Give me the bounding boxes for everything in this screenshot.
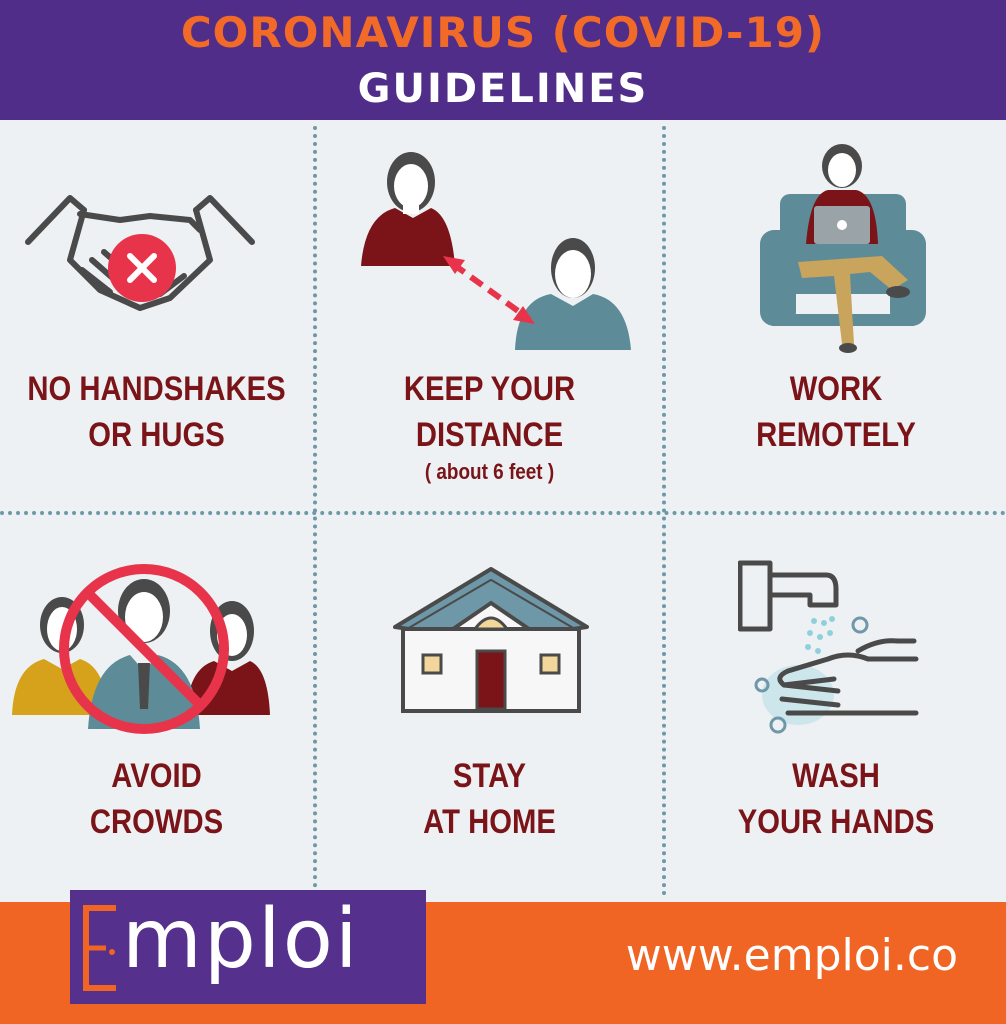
caption-line-2: OR HUGS bbox=[88, 416, 225, 454]
guideline-caption: NO HANDSHAKES OR HUGS bbox=[22, 366, 291, 458]
guideline-wash-hands: WASH YOUR HANDS bbox=[666, 515, 1006, 905]
guideline-keep-distance: KEEP YOUR DISTANCE ( about 6 feet ) bbox=[317, 120, 662, 510]
guideline-stay-at-home: STAY AT HOME bbox=[317, 515, 662, 905]
guideline-work-remotely: WORK REMOTELY bbox=[666, 120, 1006, 510]
caption-line-2: DISTANCE bbox=[415, 416, 564, 454]
caption-line-2: AT HOME bbox=[423, 803, 556, 841]
emploi-logo[interactable]: mploi bbox=[70, 890, 426, 1004]
guideline-caption: AVOID CROWDS bbox=[22, 753, 291, 845]
work-remotely-icon bbox=[760, 144, 926, 353]
house-icon bbox=[393, 567, 589, 713]
distance-icon bbox=[361, 152, 631, 350]
caption-line-1: NO HANDSHAKES bbox=[27, 370, 286, 408]
guideline-no-handshakes: NO HANDSHAKES OR HUGS bbox=[0, 120, 313, 510]
hand-washing-icon bbox=[738, 560, 919, 734]
caption-line-1: AVOID bbox=[111, 757, 202, 795]
website-link[interactable]: www.emploi.co bbox=[625, 930, 958, 981]
caption-note: ( about 6 feet ) bbox=[424, 459, 555, 484]
no-handshake-icon bbox=[25, 195, 255, 311]
caption-line-1: STAY bbox=[452, 757, 527, 795]
caption-line-1: WASH bbox=[792, 757, 880, 795]
logo-e-door-icon bbox=[83, 905, 116, 991]
caption-line-1: KEEP YOUR bbox=[403, 370, 576, 408]
guideline-caption: WORK REMOTELY bbox=[690, 366, 982, 458]
guideline-avoid-crowds: AVOID CROWDS bbox=[0, 515, 313, 905]
page-subtitle: GUIDELINES bbox=[357, 66, 649, 112]
no-crowd-icon bbox=[12, 564, 270, 734]
caption-line-1: WORK bbox=[789, 370, 883, 408]
guideline-caption: KEEP YOUR DISTANCE ( about 6 feet ) bbox=[341, 366, 638, 486]
guideline-caption: WASH YOUR HANDS bbox=[690, 753, 982, 845]
caption-line-2: REMOTELY bbox=[756, 416, 916, 454]
caption-line-2: CROWDS bbox=[89, 803, 224, 841]
footer-banner: mploi www.emploi.co bbox=[0, 890, 1006, 1024]
guideline-caption: STAY AT HOME bbox=[341, 753, 638, 845]
logo-text: mploi bbox=[122, 892, 360, 987]
header-banner: CORONAVIRUS (COVID-19) GUIDELINES bbox=[0, 0, 1006, 120]
divider-horizontal bbox=[0, 511, 1006, 515]
caption-line-2: YOUR HANDS bbox=[737, 803, 935, 841]
page-title: CORONAVIRUS (COVID-19) bbox=[180, 8, 826, 57]
